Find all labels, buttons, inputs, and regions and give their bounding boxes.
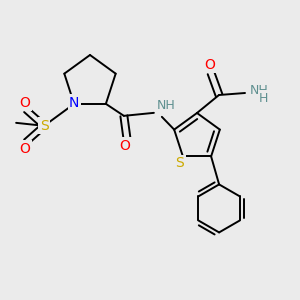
Text: H: H [259, 92, 268, 104]
Text: O: O [119, 139, 130, 153]
Text: O: O [20, 96, 31, 110]
Text: N: N [69, 96, 79, 110]
Text: O: O [20, 142, 31, 156]
Text: S: S [176, 156, 184, 170]
Text: O: O [205, 58, 215, 72]
Text: NH: NH [250, 83, 269, 97]
Text: NH: NH [157, 99, 176, 112]
Text: S: S [40, 119, 49, 133]
